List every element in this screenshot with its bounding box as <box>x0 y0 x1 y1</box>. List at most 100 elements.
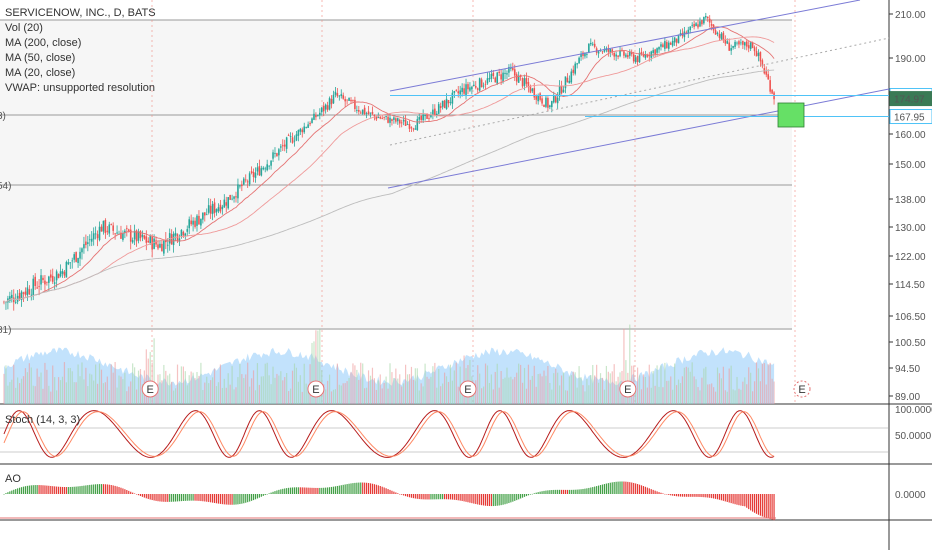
candle-body <box>761 60 764 67</box>
volume-bar <box>695 379 697 404</box>
volume-bar <box>726 391 728 404</box>
ao-bar <box>442 494 444 500</box>
candle-body <box>671 40 674 46</box>
volume-bar <box>412 379 414 404</box>
candle-body <box>18 292 21 300</box>
ao-bar <box>486 494 489 506</box>
earnings-future-circle <box>793 380 811 398</box>
candle-body <box>627 54 629 58</box>
volume-bar <box>52 365 54 404</box>
volume-bar <box>100 369 103 404</box>
stoch-tick-label: 100.0000 <box>895 405 932 416</box>
legend-vwap[interactable]: VWAP: unsupported resolution <box>5 82 156 94</box>
target-box <box>777 102 805 128</box>
volume-bar <box>130 381 132 404</box>
candle-body <box>599 50 602 52</box>
candle-body <box>100 226 103 232</box>
ao-bar <box>149 494 151 500</box>
ao-bar <box>122 488 124 494</box>
ao-bar <box>759 494 762 516</box>
candle-body <box>408 123 411 129</box>
candle-body <box>387 116 389 123</box>
ao-bar <box>564 489 567 494</box>
volume-bar <box>535 386 537 404</box>
ao-bar <box>375 484 377 494</box>
volume-bar <box>681 376 684 404</box>
legend-ma50[interactable]: MA (50, close) <box>5 52 76 64</box>
volume-bar <box>46 369 48 404</box>
volume-bar <box>284 377 286 404</box>
volume-bar <box>83 379 85 404</box>
candle-body <box>143 235 146 239</box>
symbol-title[interactable]: SERVICENOW, INC., D, BATS <box>5 7 156 19</box>
ao-label[interactable]: AO <box>5 473 21 485</box>
ao-bar <box>430 494 432 500</box>
volume-bar <box>481 388 483 404</box>
volume-bar <box>537 374 539 404</box>
candle-body <box>24 291 27 295</box>
volume-bar <box>237 377 239 404</box>
legend-ma200[interactable]: MA (200, close) <box>5 37 82 49</box>
ao-bar <box>730 494 732 504</box>
ao-bar <box>773 494 775 521</box>
volume-bar <box>424 363 426 404</box>
volume-bar <box>711 383 713 404</box>
ao-bar <box>173 494 175 502</box>
volume-bar <box>291 370 294 404</box>
stoch-k-line <box>3 410 775 458</box>
candle-body <box>389 117 391 123</box>
volume-bar <box>346 381 348 404</box>
volume-bar <box>436 387 438 404</box>
candle-body <box>400 122 403 124</box>
volume-bar <box>397 378 399 404</box>
volume-bar <box>767 364 769 404</box>
ma-line-50 <box>3 36 775 303</box>
candle-body <box>63 271 66 276</box>
volume-bar <box>262 376 264 404</box>
volume-bar <box>559 385 561 404</box>
candle-body <box>73 254 75 260</box>
ao-bar <box>418 494 420 500</box>
ao-bar <box>364 482 366 494</box>
candle-body <box>478 78 481 91</box>
stoch-label[interactable]: Stoch (14, 3, 3) <box>5 414 81 426</box>
ao-bar <box>223 494 225 505</box>
volume-bar <box>677 379 680 404</box>
ao-bar <box>256 494 259 499</box>
ao-bar <box>317 487 319 494</box>
ao-bar <box>681 494 684 497</box>
ao-bar <box>325 487 327 494</box>
candle-body <box>734 41 736 47</box>
ao-bar <box>769 494 771 520</box>
ao-bar <box>412 494 414 499</box>
volume-bar <box>479 373 481 404</box>
volume-bar <box>229 384 231 404</box>
price-axis[interactable]: 210.00190.00170.00160.00150.00138.00130.… <box>889 10 932 501</box>
ao-bar <box>124 489 126 494</box>
volume-bar <box>167 375 169 404</box>
candle-body <box>293 140 296 142</box>
ao-bar <box>334 486 337 494</box>
volume-bar <box>738 388 740 404</box>
candle-body <box>699 21 701 27</box>
volume-bar <box>110 364 112 404</box>
volume-bar <box>145 349 147 404</box>
ao-bar <box>56 486 58 494</box>
candle-body <box>490 73 493 79</box>
candle-body <box>57 273 60 279</box>
legend-vol[interactable]: Vol (20) <box>5 22 43 34</box>
candle-body <box>98 226 101 241</box>
legend-ma20[interactable]: MA (20, close) <box>5 67 76 79</box>
candle-body <box>278 149 280 156</box>
candle-body <box>124 230 126 234</box>
stoch-tick-label: 50.0000 <box>895 431 932 442</box>
ao-bar <box>34 485 36 494</box>
volume-bar <box>502 378 504 404</box>
candle-body <box>736 42 738 44</box>
volume-bar <box>364 388 366 404</box>
candle-body <box>428 118 430 119</box>
candle-body <box>666 42 668 49</box>
candle-body <box>182 231 185 236</box>
ao-bar <box>305 487 307 494</box>
ao-bar <box>475 494 477 505</box>
